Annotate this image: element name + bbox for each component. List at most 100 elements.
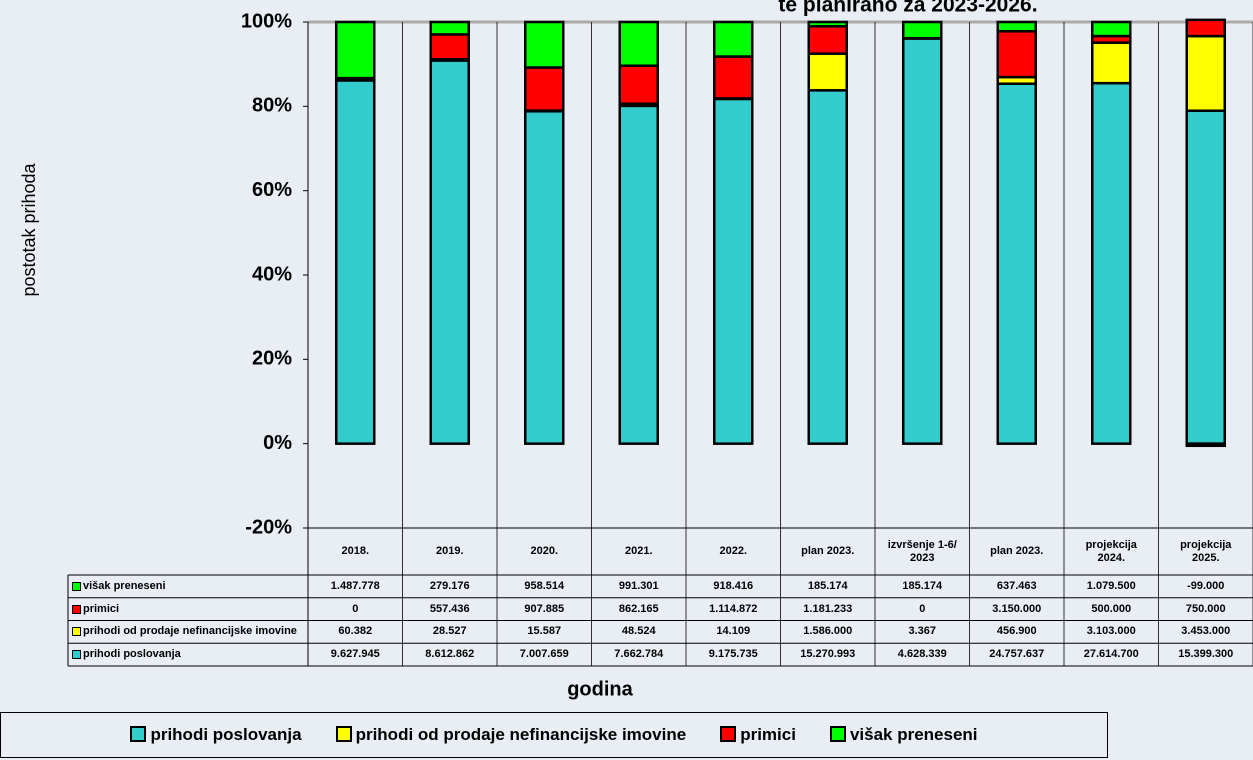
legend-key	[720, 726, 737, 742]
bar-segment	[996, 30, 1037, 79]
bar-segment	[1185, 18, 1226, 38]
legend-key	[72, 581, 81, 591]
legend-item: prihodi poslovanja	[130, 725, 302, 745]
legend-label: primici	[740, 725, 796, 744]
x-tick-label: 2022.	[719, 545, 748, 557]
table-value: 750.000	[1185, 602, 1226, 615]
table-value: 27.614.700	[1083, 648, 1139, 661]
table-value: 637.463	[996, 579, 1037, 592]
table-value: 1.114.872	[709, 602, 758, 615]
table-value: 9.627.945	[330, 648, 380, 661]
table-value: 14.109	[716, 625, 751, 638]
bar-segment	[1091, 41, 1132, 85]
bar-segment	[524, 20, 565, 69]
bar-segment	[902, 20, 943, 40]
table-value: 15.399.300	[1178, 648, 1234, 661]
legend: prihodi poslovanja prihodi od prodaje nef…	[0, 712, 1108, 758]
table-value: 3.453.000	[1181, 625, 1231, 638]
table-row-label: prihodi od prodaje nefinancijske imovine	[68, 621, 308, 644]
legend-item: primici	[720, 725, 796, 745]
y-tick-label: 0%	[263, 432, 292, 454]
legend-key	[130, 726, 147, 742]
bar-segment	[429, 20, 470, 36]
table-value: 48.524	[621, 625, 656, 638]
legend-item: višak preneseni	[829, 725, 978, 745]
table-value: 4.628.339	[897, 648, 947, 661]
bar-segment	[807, 25, 848, 55]
table-value: 185.174	[902, 579, 943, 592]
table-value: 0	[352, 602, 359, 615]
y-tick-label: 100%	[241, 10, 292, 32]
legend-key	[829, 726, 846, 742]
x-tick-label: 2021.	[624, 545, 653, 557]
y-axis-label: postotak prihoda	[19, 162, 39, 296]
table-value: 279.176	[429, 579, 470, 592]
table-value: 7.662.784	[614, 648, 664, 661]
table-value: 456.900	[996, 625, 1037, 638]
table-value: 500.000	[1091, 602, 1132, 615]
series-name: prihodi poslovanja	[83, 648, 181, 661]
legend-key	[72, 650, 81, 660]
table-value: 1.586.000	[803, 625, 853, 638]
bar-segment	[807, 52, 848, 92]
bar-segment	[1185, 34, 1226, 112]
table-row-label: višak preneseni	[68, 575, 308, 598]
bar-segment	[713, 20, 754, 58]
bar-segment	[807, 89, 848, 445]
bar-segment	[807, 20, 848, 28]
legend-label: prihodi od prodaje nefinancijske imovine	[355, 725, 687, 744]
y-tick-label: -20%	[245, 516, 292, 538]
bar-segment	[996, 82, 1037, 445]
bar-segment	[429, 33, 470, 61]
legend-key	[335, 726, 352, 742]
chart-title: te planirano za 2023-2026.	[778, 0, 1037, 17]
table-value: 3.367	[908, 625, 937, 638]
x-axis-label: godina	[567, 678, 633, 700]
bar-segment	[335, 20, 376, 80]
y-tick-label: 20%	[252, 348, 292, 370]
table-value: 907.885	[524, 602, 565, 615]
bar-segment	[1185, 442, 1226, 448]
table-value: -99.000	[1187, 579, 1225, 592]
bar-segment	[429, 59, 470, 445]
y-tick-label: 80%	[252, 95, 292, 117]
table-value: 15.270.993	[800, 648, 856, 661]
table-value: 0	[919, 602, 926, 615]
x-tick-label: izvršenje 1-6/ 2023	[887, 538, 957, 564]
table-value: 15.587	[527, 625, 562, 638]
x-tick-label: 2019.	[435, 545, 464, 557]
bar-segment	[524, 66, 565, 112]
bar-segment	[618, 104, 659, 445]
legend-label: prihodi poslovanja	[150, 725, 302, 744]
series-name: primici	[83, 602, 120, 615]
table-value: 1.487.778	[330, 579, 380, 592]
bar-segment	[618, 64, 659, 105]
x-tick-label: projekcija 2025.	[1180, 538, 1232, 564]
table-value: 3.103.000	[1086, 625, 1136, 638]
table-value: 24.757.637	[989, 648, 1045, 661]
legend-key	[72, 604, 81, 614]
table-value: 557.436	[429, 602, 470, 615]
series-name: prihodi od prodaje nefinancijske imovine	[83, 625, 297, 638]
table-value: 918.416	[713, 579, 754, 592]
table-value: 7.007.659	[519, 648, 569, 661]
x-tick-label: 2018.	[341, 545, 370, 557]
table-value: 958.514	[524, 579, 565, 592]
y-tick-label: 40%	[252, 263, 292, 285]
table-value: 1.079.500	[1086, 579, 1136, 592]
bar-segment	[618, 20, 659, 67]
bar-segment	[902, 37, 943, 445]
legend-item: prihodi od prodaje nefinancijske imovine	[335, 725, 687, 745]
bar-segment	[713, 55, 754, 100]
table-value: 28.527	[432, 625, 467, 638]
table-row-label: prihodi poslovanja	[68, 643, 308, 666]
table-value: 9.175.735	[708, 648, 758, 661]
bar-segment	[1185, 109, 1226, 445]
series-name: višak preneseni	[83, 579, 166, 592]
table-value: 991.301	[618, 579, 659, 592]
x-tick-label: 2020.	[530, 545, 559, 557]
bar-segment	[713, 97, 754, 445]
bar-segment	[335, 79, 376, 445]
table-value: 3.150.000	[992, 602, 1042, 615]
